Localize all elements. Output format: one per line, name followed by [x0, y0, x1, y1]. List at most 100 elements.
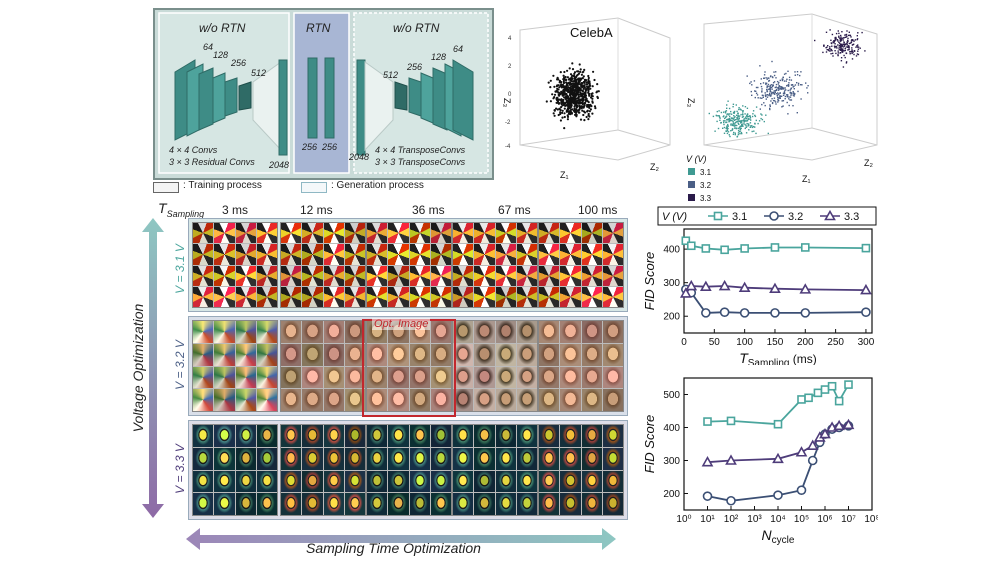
x-tick-label: 10⁷ [841, 514, 856, 525]
scatter-point [769, 87, 771, 89]
scatter-point [732, 103, 735, 105]
scatter-point [734, 127, 736, 129]
scatter-point [560, 100, 563, 103]
generated-image [495, 286, 516, 307]
generated-image [281, 366, 302, 389]
scatter-point [569, 82, 572, 86]
scatter-point [582, 87, 585, 90]
scatter-point [766, 94, 768, 96]
scatter-point [787, 113, 789, 115]
scatter-point [857, 32, 859, 34]
scatter-point [797, 82, 800, 85]
scatter-point [587, 74, 590, 78]
scatter-point [791, 84, 793, 86]
scatter-point [739, 133, 741, 135]
scatter-point [585, 83, 588, 86]
generated-image [367, 244, 388, 265]
generated-image [193, 389, 214, 411]
generated-image [281, 321, 302, 343]
generated-image [235, 223, 256, 244]
scatter-point [774, 91, 776, 93]
scatter-point [560, 98, 563, 101]
scatter-point [829, 46, 831, 48]
scatter-point [575, 90, 579, 93]
generated-image [560, 223, 581, 244]
scatter-point [723, 123, 725, 126]
voltage-axis-label: Voltage Optimization [130, 303, 146, 433]
scatter-point [729, 135, 731, 138]
scatter-point [789, 89, 791, 91]
scatter-point [790, 99, 793, 101]
data-point [719, 307, 730, 317]
scatter-point [794, 84, 797, 86]
scatter-point [792, 94, 794, 96]
scatter-point [763, 120, 765, 123]
scatter-point [583, 86, 586, 89]
generated-image [516, 343, 537, 366]
scatter-point [724, 117, 726, 120]
scatter-point [727, 100, 729, 102]
scatter-point [841, 45, 843, 47]
scatter-point [785, 72, 787, 75]
generated-image [302, 223, 323, 244]
scatter-point [846, 35, 848, 38]
generated-image [388, 223, 409, 244]
data-point [679, 287, 692, 298]
scatter-point [838, 48, 840, 50]
generated-image [602, 321, 623, 343]
x-axis-label: TSampling (ms) [739, 350, 817, 365]
scatter-point [587, 101, 590, 104]
data-point [725, 454, 737, 465]
scatter-point [563, 76, 566, 79]
scatter-point [765, 95, 767, 98]
scatter-legend-swatch-31 [688, 168, 695, 175]
data-point [773, 490, 783, 500]
scatter-point [840, 48, 842, 50]
scatter-point [563, 107, 566, 110]
scatter-point [574, 80, 577, 83]
scatter-point [589, 108, 592, 111]
scatter-point [585, 98, 588, 101]
scatter-point [745, 118, 748, 120]
axis-z-right: Z₃ [686, 98, 696, 107]
scatter-point [553, 109, 556, 112]
scatter-point [560, 102, 563, 105]
scatter-point [788, 96, 790, 98]
image-tile-grid [366, 424, 452, 516]
scatter-point [796, 82, 798, 84]
generated-image [193, 286, 214, 307]
scatter-point [740, 120, 742, 122]
scatter-point [768, 93, 771, 96]
scatter-point [723, 132, 726, 134]
scatter-point [782, 88, 784, 90]
image-tile-grid [280, 222, 366, 308]
scatter-point [783, 92, 786, 94]
y-tick-label: 500 [663, 390, 680, 401]
scatter-point [849, 34, 851, 36]
generated-image [256, 470, 277, 493]
scatter-point [793, 92, 795, 94]
scatter-point [790, 87, 792, 89]
generated-image [495, 425, 516, 447]
generated-image [453, 389, 474, 411]
scatter-point [731, 129, 733, 131]
scatter-point [740, 125, 742, 127]
scatter-point [797, 84, 800, 86]
scatter-point [856, 45, 858, 47]
scatter-point [553, 96, 556, 99]
scatter-point [844, 56, 846, 59]
scatter-point [745, 126, 748, 128]
scatter-point [726, 104, 728, 106]
scatter-point [726, 107, 728, 109]
generated-image [323, 389, 344, 411]
scatter-point [737, 115, 740, 117]
enc-ch-512: 512 [251, 68, 266, 78]
generated-image [256, 447, 277, 470]
enc-ch-256: 256 [230, 58, 246, 68]
generated-image [539, 321, 560, 343]
scatter-point [842, 66, 845, 68]
scatter-point [855, 46, 857, 48]
scatter-point [834, 39, 836, 42]
time-arrow [186, 528, 616, 550]
scatter-point [750, 119, 752, 121]
